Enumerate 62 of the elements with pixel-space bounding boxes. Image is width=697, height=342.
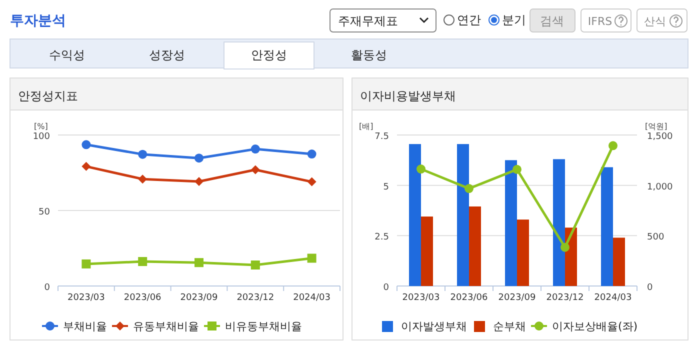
legend-label: 유동부채비율	[133, 320, 199, 333]
x-tick-label: 2023/09	[180, 293, 218, 303]
chart-title: 안정성지표	[18, 89, 78, 103]
x-tick-label: 2023/03	[402, 293, 440, 303]
point	[307, 254, 316, 263]
point	[464, 184, 474, 194]
y-tick-label: 50	[38, 208, 50, 218]
point	[512, 164, 522, 174]
y2-axis-title: [억원]	[645, 122, 668, 131]
bar	[553, 159, 565, 286]
y-tick-label: 5	[383, 182, 389, 192]
bar	[469, 206, 481, 286]
x-tick-label: 2023/09	[498, 293, 536, 303]
legend-label: 이자보상배율(좌)	[552, 320, 638, 333]
x-tick-label: 2023/12	[546, 293, 584, 303]
x-tick-label: 2024/03	[293, 293, 330, 303]
point	[138, 257, 148, 266]
y-tick-label: 0	[383, 283, 390, 293]
x-tick-label: 2023/03	[68, 293, 105, 303]
bar	[505, 160, 517, 286]
y-tick-label: 2.5	[374, 232, 389, 243]
point	[307, 177, 316, 186]
bar	[421, 216, 433, 286]
point	[82, 259, 91, 268]
x-tick-label: 2024/03	[594, 293, 632, 303]
bar	[517, 220, 529, 286]
y2-tick-label: 1,000	[647, 182, 674, 192]
legend-label: 이자발생부채	[401, 320, 467, 333]
point	[194, 154, 204, 163]
point	[250, 165, 260, 174]
x-tick-label: 2023/12	[236, 293, 274, 303]
point	[194, 258, 204, 268]
y2-tick-label: 0	[647, 283, 653, 293]
point	[194, 177, 204, 186]
bar	[613, 238, 625, 286]
y-tick-label: 0	[44, 283, 50, 293]
point	[560, 242, 570, 252]
chart-title: 이자비용발생부채	[360, 89, 456, 103]
point	[82, 140, 91, 150]
point	[82, 162, 91, 171]
bar	[457, 144, 469, 286]
legend-label: 부채비율	[63, 320, 107, 333]
x-tick-label: 2023/06	[124, 293, 162, 303]
y-axis-title: [배]	[359, 122, 374, 131]
legend-label: 순부채	[493, 320, 526, 333]
y-axis-title: [%]	[34, 122, 48, 131]
y-tick-label: 100	[32, 132, 50, 142]
y2-tick-label: 1,500	[647, 132, 674, 142]
bar	[601, 167, 613, 286]
point	[250, 260, 260, 270]
x-tick-label: 2023/06	[450, 293, 488, 303]
bar	[409, 144, 421, 286]
point	[138, 150, 148, 159]
legend-label: 비유동부채비율	[225, 320, 302, 333]
header: 투자분석 주재무제표 연간 분기 검색 IFRS 산식 수익성 성장성 안정성 활동성	[10, 8, 688, 70]
point	[250, 144, 260, 154]
point	[416, 164, 426, 174]
point	[138, 174, 148, 184]
point	[307, 150, 316, 159]
y2-tick-label: 500	[647, 232, 664, 243]
point	[608, 141, 618, 150]
y-tick-label: 7.5	[374, 132, 389, 142]
